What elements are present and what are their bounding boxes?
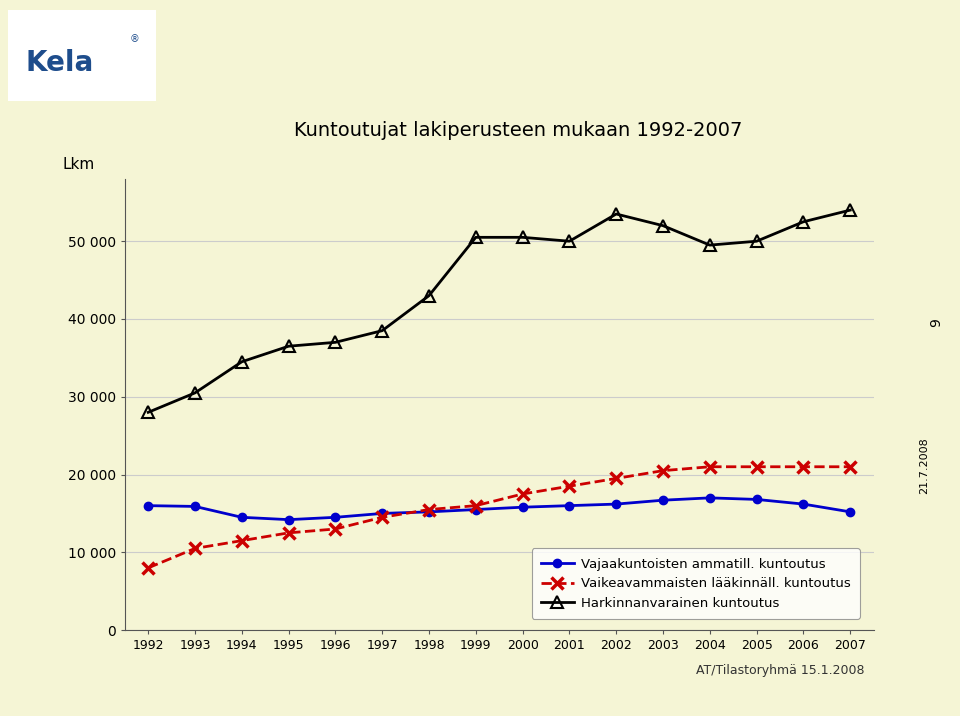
- Bar: [8, 10, 156, 101]
- Text: Lkm: Lkm: [62, 158, 95, 172]
- Text: 9: 9: [929, 318, 943, 326]
- Text: Kuntoutujat lakiperusteen mukaan 1992-2007: Kuntoutujat lakiperusteen mukaan 1992-20…: [294, 120, 743, 140]
- Text: ®: ®: [130, 34, 139, 44]
- Text: AT/Tilastoryhmä 15.1.2008: AT/Tilastoryhmä 15.1.2008: [695, 664, 864, 677]
- Text: Kela: Kela: [26, 49, 94, 77]
- Legend: Vajaakuntoisten ammatill. kuntoutus, Vaikeavammaisten lääkinnäll. kuntoutus, Har: Vajaakuntoisten ammatill. kuntoutus, Vai…: [532, 548, 859, 619]
- Text: 21.7.2008: 21.7.2008: [920, 437, 929, 494]
